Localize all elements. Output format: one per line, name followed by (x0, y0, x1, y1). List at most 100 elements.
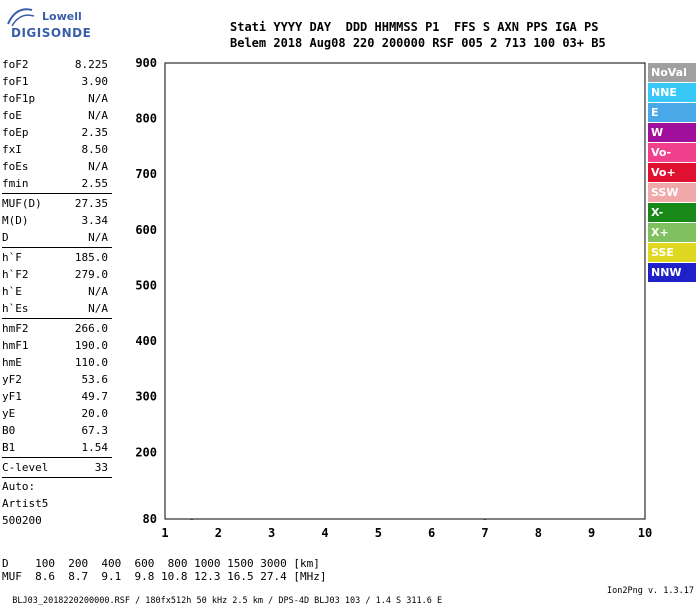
x-tick-label: 8 (535, 526, 542, 540)
param-row: B1 1.54 (2, 439, 112, 456)
param-value: 33 (94, 461, 108, 474)
param-value: 8.50 (81, 143, 109, 156)
y-tick-label: 700 (135, 167, 157, 181)
param-value: N/A (88, 92, 108, 105)
param-row: yF2 53.6 (2, 371, 112, 388)
param-row: D N/A (2, 229, 112, 246)
legend-item: Vo- (648, 143, 696, 162)
y-tick-label: 80 (143, 512, 157, 526)
param-row: B0 67.3 (2, 422, 112, 439)
param-row: h`Es N/A (2, 300, 112, 317)
param-row: h`F 185.0 (2, 249, 112, 266)
y-tick-label: 200 (135, 445, 157, 459)
param-name: yF1 (2, 390, 22, 403)
param-name: yF2 (2, 373, 22, 386)
param-name: C-level (2, 461, 49, 474)
legend-item: NNW (648, 263, 696, 282)
param-row: yE 20.0 (2, 405, 112, 422)
muf-values: 8.6 8.7 9.1 9.8 10.8 12.3 16.5 27.4 [MHz… (35, 570, 327, 583)
muf-label: MUF (2, 570, 22, 583)
param-row: M(D) 3.34 (2, 212, 112, 229)
legend-item: SSW (648, 183, 696, 202)
param-value: 53.6 (81, 373, 109, 386)
x-tick-label: 1 (161, 526, 168, 540)
param-separator (2, 247, 112, 248)
param-value: 185.0 (74, 251, 108, 264)
param-value: 190.0 (74, 339, 108, 352)
param-value: N/A (88, 109, 108, 122)
logo-icon (7, 8, 35, 27)
param-value: 67.3 (81, 424, 109, 437)
param-row: hmE 110.0 (2, 354, 112, 371)
param-value: 2.35 (81, 126, 109, 139)
param-row: foEs N/A (2, 158, 112, 175)
x-tick-label: 7 (481, 526, 488, 540)
param-value: 279.0 (74, 268, 108, 281)
param-value: 49.7 (81, 390, 109, 403)
y-tick-label: 300 (135, 390, 157, 404)
param-row: foE N/A (2, 107, 112, 124)
param-name: hmF2 (2, 322, 29, 335)
footer-version: Ion2Png v. 1.3.17 (607, 586, 694, 596)
param-row: foF1 3.90 (2, 73, 112, 90)
param-name: fmin (2, 177, 29, 190)
param-value: 266.0 (74, 322, 108, 335)
param-value: 20.0 (81, 407, 109, 420)
x-tick-label: 3 (268, 526, 275, 540)
header-line-1: Stati YYYY DAY DDD HHMMSS P1 FFS S AXN P… (230, 20, 599, 34)
param-name: B1 (2, 441, 16, 454)
param-value: N/A (88, 231, 108, 244)
param-row: C-level 33 (2, 459, 112, 476)
param-separator (2, 193, 112, 194)
y-tick-label: 900 (135, 56, 157, 70)
x-tick-label: 10 (638, 526, 652, 540)
param-row: MUF(D) 27.35 (2, 195, 112, 212)
param-row: fmin 2.55 (2, 175, 112, 192)
x-tick-label: 2 (215, 526, 222, 540)
param-name: h`F2 (2, 268, 29, 281)
x-tick-label: 6 (428, 526, 435, 540)
digisonde-logo: Lowell DIGISONDE (2, 4, 122, 46)
param-row: foF2 8.225 (2, 56, 112, 73)
param-name: h`Es (2, 302, 29, 315)
chart-legend: NoVal NNE E W Vo- Vo+ SSW X- X+ SSE NNW (648, 63, 696, 283)
param-value: N/A (88, 302, 108, 315)
param-name: foF1 (2, 75, 29, 88)
parameter-list: foF2 8.225 foF1 3.90 foF1p N/A foE N/A foEp 2.35 f… (2, 56, 112, 479)
param-row: h`E N/A (2, 283, 112, 300)
param-value: 3.34 (81, 214, 109, 227)
legend-item: NNE (648, 83, 696, 102)
param-row: foEp 2.35 (2, 124, 112, 141)
param-value: N/A (88, 160, 108, 173)
param-value: 1.54 (81, 441, 109, 454)
param-row: hmF1 190.0 (2, 337, 112, 354)
legend-item: X- (648, 203, 696, 222)
param-name: M(D) (2, 214, 29, 227)
param-value: 8.225 (74, 58, 108, 71)
autoscaling-info: Auto: Artist5 500200 (2, 478, 48, 529)
param-value: 2.55 (81, 177, 109, 190)
param-name: foF1p (2, 92, 36, 105)
param-row: hmF2 266.0 (2, 320, 112, 337)
y-tick-label: 600 (135, 223, 157, 237)
legend-item: NoVal (648, 63, 696, 82)
legend-item: X+ (648, 223, 696, 242)
footer-file-info: BLJ03_2018220200000.RSF / 180fx512h 50 k… (12, 596, 443, 606)
param-name: h`F (2, 251, 22, 264)
param-separator (2, 318, 112, 319)
header-line-2: Belem 2018 Aug08 220 200000 RSF 005 2 71… (230, 36, 606, 50)
plot-frame (164, 62, 646, 520)
auto-version: 500200 (2, 514, 42, 527)
param-separator (2, 457, 112, 458)
param-value: N/A (88, 285, 108, 298)
logo-line-1: Lowell (42, 10, 82, 23)
param-row: yF1 49.7 (2, 388, 112, 405)
muf-d-values: 100 200 400 600 800 1000 1500 3000 [km] (35, 557, 320, 570)
muf-d-label: D (2, 557, 9, 570)
param-name: D (2, 231, 9, 244)
param-name: hmF1 (2, 339, 29, 352)
param-name: foEs (2, 160, 29, 173)
param-separator (2, 477, 112, 478)
param-name: h`E (2, 285, 22, 298)
param-name: B0 (2, 424, 16, 437)
